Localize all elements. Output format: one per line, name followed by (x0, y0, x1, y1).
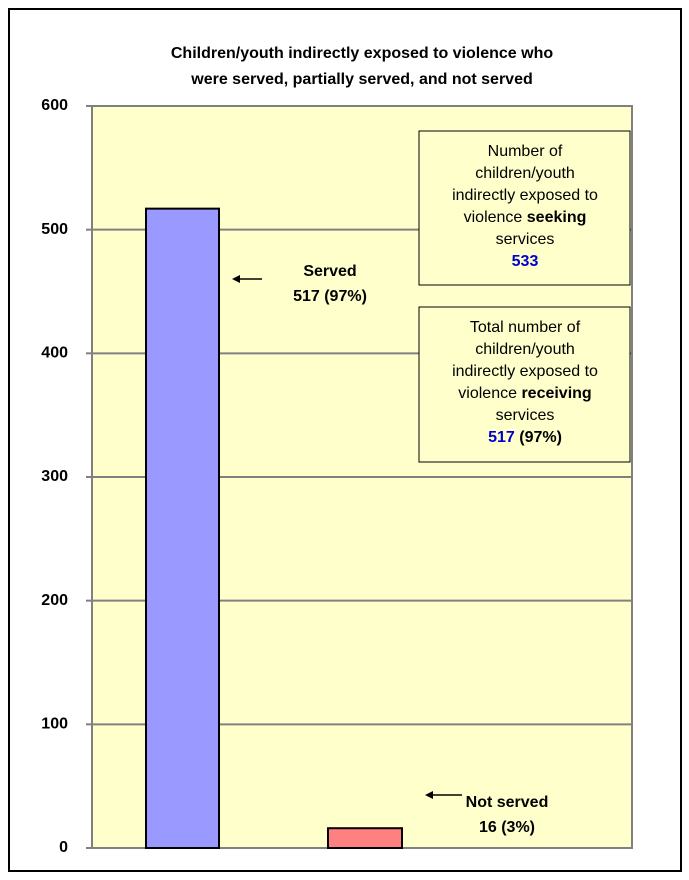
y-tick-label: 300 (41, 468, 68, 485)
y-tick-label: 500 (41, 221, 68, 238)
chart-title: Children/youth indirectly exposed to vio… (171, 45, 554, 62)
box-value-number: 517 (488, 429, 515, 446)
value-label: 517 (97%) (293, 288, 367, 305)
box-text-part: violence (464, 209, 527, 226)
box-text-part: children/youth (475, 165, 575, 182)
box-text-part: services (496, 231, 555, 248)
box-text-part: Total number of (470, 319, 581, 336)
box-text-part: Number of (488, 143, 563, 160)
arrow-head (425, 791, 433, 799)
arrow-head (232, 275, 240, 283)
y-tick-label: 100 (41, 716, 68, 733)
box-text-part: indirectly exposed to (452, 363, 598, 380)
box-text: Total number of (470, 319, 581, 336)
box-value: 533 (512, 253, 539, 270)
box-text: services (496, 231, 555, 248)
box-text: violence seeking (464, 209, 587, 226)
bar (145, 207, 220, 850)
y-tick-label: 0 (59, 839, 68, 856)
box-text-part: services (496, 407, 555, 424)
box-text-part: children/youth (475, 341, 575, 358)
box-value-number: 533 (512, 253, 539, 270)
box-text: indirectly exposed to (452, 187, 598, 204)
y-tick-label: 600 (41, 97, 68, 114)
box-text: violence receiving (458, 385, 591, 402)
box-text-part: violence (458, 385, 521, 402)
box-text: Number of (488, 143, 563, 160)
box-text-bold: seeking (527, 209, 587, 226)
box-text: indirectly exposed to (452, 363, 598, 380)
box-text: services (496, 407, 555, 424)
box-value-note: (97%) (519, 429, 562, 446)
box-text-bold: receiving (521, 385, 591, 402)
bar-label: Served (303, 263, 356, 280)
bar-label: Not served (466, 794, 549, 811)
box-text-part: indirectly exposed to (452, 187, 598, 204)
y-tick-label: 200 (41, 592, 68, 609)
value-label: 16 (3%) (479, 819, 535, 836)
box-value: 517 (97%) (488, 429, 562, 446)
bar (327, 827, 403, 849)
box-text: children/youth (475, 165, 575, 182)
info-box (418, 306, 631, 463)
box-text: children/youth (475, 341, 575, 358)
info-box (418, 130, 631, 286)
y-tick-label: 400 (41, 345, 68, 362)
chart-title: were served, partially served, and not s… (190, 71, 533, 88)
